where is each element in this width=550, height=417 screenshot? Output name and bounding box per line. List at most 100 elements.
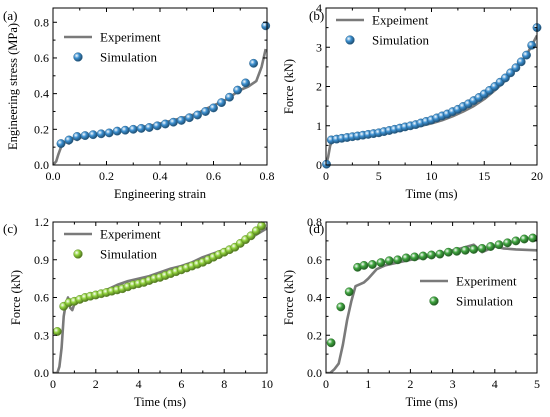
y-axis-label: Force (kN) <box>282 270 296 325</box>
y-tick-label: 0.0 <box>34 158 49 172</box>
x-tick-label: 0.2 <box>99 169 114 183</box>
simulation-point <box>486 242 495 251</box>
simulation-point <box>168 117 178 127</box>
x-tick-label: 0.8 <box>260 169 275 183</box>
simulation-point <box>393 255 403 265</box>
x-tick-label: 5 <box>376 169 382 183</box>
legend-entry: Experiment <box>100 30 161 45</box>
legend: Experiment Simulation <box>420 274 517 309</box>
x-tick-label: 10 <box>261 377 273 391</box>
simulation-point <box>494 240 504 250</box>
simulation-point <box>201 107 210 116</box>
simulation-point <box>516 57 526 67</box>
y-tick-label: 0.2 <box>307 328 322 342</box>
simulation-point <box>376 258 386 267</box>
y-axis-label: Force (kN) <box>282 59 296 114</box>
simulation-point <box>96 129 106 139</box>
simulation-point <box>427 250 436 260</box>
y-tick-label: 4 <box>316 1 322 15</box>
panel-b: (b) 0 5 10 15 20 0 1 2 3 4 Time (ms) Force (kN) Expei… <box>282 1 543 201</box>
simulation-point <box>128 124 138 134</box>
x-axis-label: Time (ms) <box>406 187 458 201</box>
simulation-point <box>144 123 154 132</box>
simulation-point <box>326 338 336 348</box>
simulation-point <box>160 119 170 129</box>
legend-entry: Simulation <box>100 50 158 65</box>
legend-marker-swatch <box>429 296 439 306</box>
y-tick-label: 0.0 <box>34 366 49 380</box>
simulation-point <box>88 130 98 140</box>
x-tick-label: 20 <box>531 169 543 183</box>
x-tick-label: 4 <box>492 377 498 391</box>
y-tick-label: 0.0 <box>307 366 322 380</box>
plot-frame <box>325 7 538 166</box>
legend-entry: Simulation <box>456 294 514 309</box>
y-tick-label: 1.2 <box>34 215 49 229</box>
simulation-point <box>193 110 202 120</box>
simulation-point <box>72 132 82 141</box>
y-tick-label: 0.9 <box>34 253 49 267</box>
y-tick-label: 1 <box>316 119 322 133</box>
x-tick-label: 5 <box>534 377 540 391</box>
simulation-point <box>401 253 411 263</box>
simulation-point <box>522 50 531 60</box>
simulation-point <box>52 327 62 336</box>
simulation-point <box>120 125 130 135</box>
simulation-point <box>209 103 218 113</box>
x-tick-label: 2 <box>93 377 99 391</box>
simulation-point <box>359 260 369 270</box>
simulation-point <box>225 92 234 102</box>
x-tick-label: 0 <box>323 377 329 391</box>
experiment-line <box>326 34 537 165</box>
x-tick-label: 15 <box>478 169 490 183</box>
panel-label: (b) <box>309 8 324 23</box>
simulation-point <box>56 139 66 149</box>
y-tick-label: 0.8 <box>34 15 49 29</box>
x-tick-label: 0.0 <box>46 169 61 183</box>
experiment-line <box>53 48 267 165</box>
simulation-point <box>344 287 354 297</box>
simulation-point <box>469 244 479 254</box>
simulation-point <box>336 302 346 312</box>
x-tick-label: 3 <box>450 377 456 391</box>
legend: Experiment Simulation <box>64 227 161 262</box>
panel-label: (c) <box>3 221 17 236</box>
simulation-point <box>384 256 394 266</box>
simulation-point <box>184 113 194 123</box>
simulation-point <box>367 260 377 269</box>
simulation-point <box>519 234 529 244</box>
simulation-point <box>152 121 162 131</box>
simulation-point <box>443 247 453 257</box>
simulation-point <box>511 63 521 73</box>
simulation-point <box>418 251 428 261</box>
panel-c: (c) 0 2 4 6 8 10 0.0 0.3 0.6 0.9 1.2 Time (ms) Force … <box>3 215 273 409</box>
x-axis-label: Engineering strain <box>114 187 207 201</box>
y-tick-label: 3 <box>316 40 322 54</box>
simulation-point <box>261 21 271 31</box>
y-axis-label: Force (kN) <box>9 270 23 325</box>
x-tick-label: 0.6 <box>206 169 221 183</box>
panel-label: (d) <box>309 221 324 236</box>
x-tick-label: 10 <box>426 169 438 183</box>
simulation-point <box>176 116 186 125</box>
simulation-point <box>527 40 537 50</box>
simulation-point <box>511 236 521 246</box>
x-tick-label: 0 <box>50 377 56 391</box>
x-tick-label: 4 <box>136 377 142 391</box>
y-tick-label: 0.4 <box>34 87 49 101</box>
panel-label: (a) <box>3 8 17 23</box>
legend-marker-swatch <box>73 52 83 62</box>
legend-entry: Experiment <box>100 227 161 242</box>
legend: Experiment Simulation <box>64 30 161 65</box>
y-tick-label: 0.6 <box>307 253 322 267</box>
legend-entry: Simulation <box>100 247 158 262</box>
simulation-point <box>104 128 114 138</box>
y-tick-label: 0.6 <box>34 51 49 65</box>
legend-entry: Simulation <box>372 33 430 48</box>
y-tick-label: 2 <box>316 80 322 94</box>
simulation-point <box>233 85 243 95</box>
simulation-point <box>112 126 122 136</box>
y-tick-label: 0.2 <box>34 122 49 136</box>
x-tick-label: 6 <box>178 377 184 391</box>
